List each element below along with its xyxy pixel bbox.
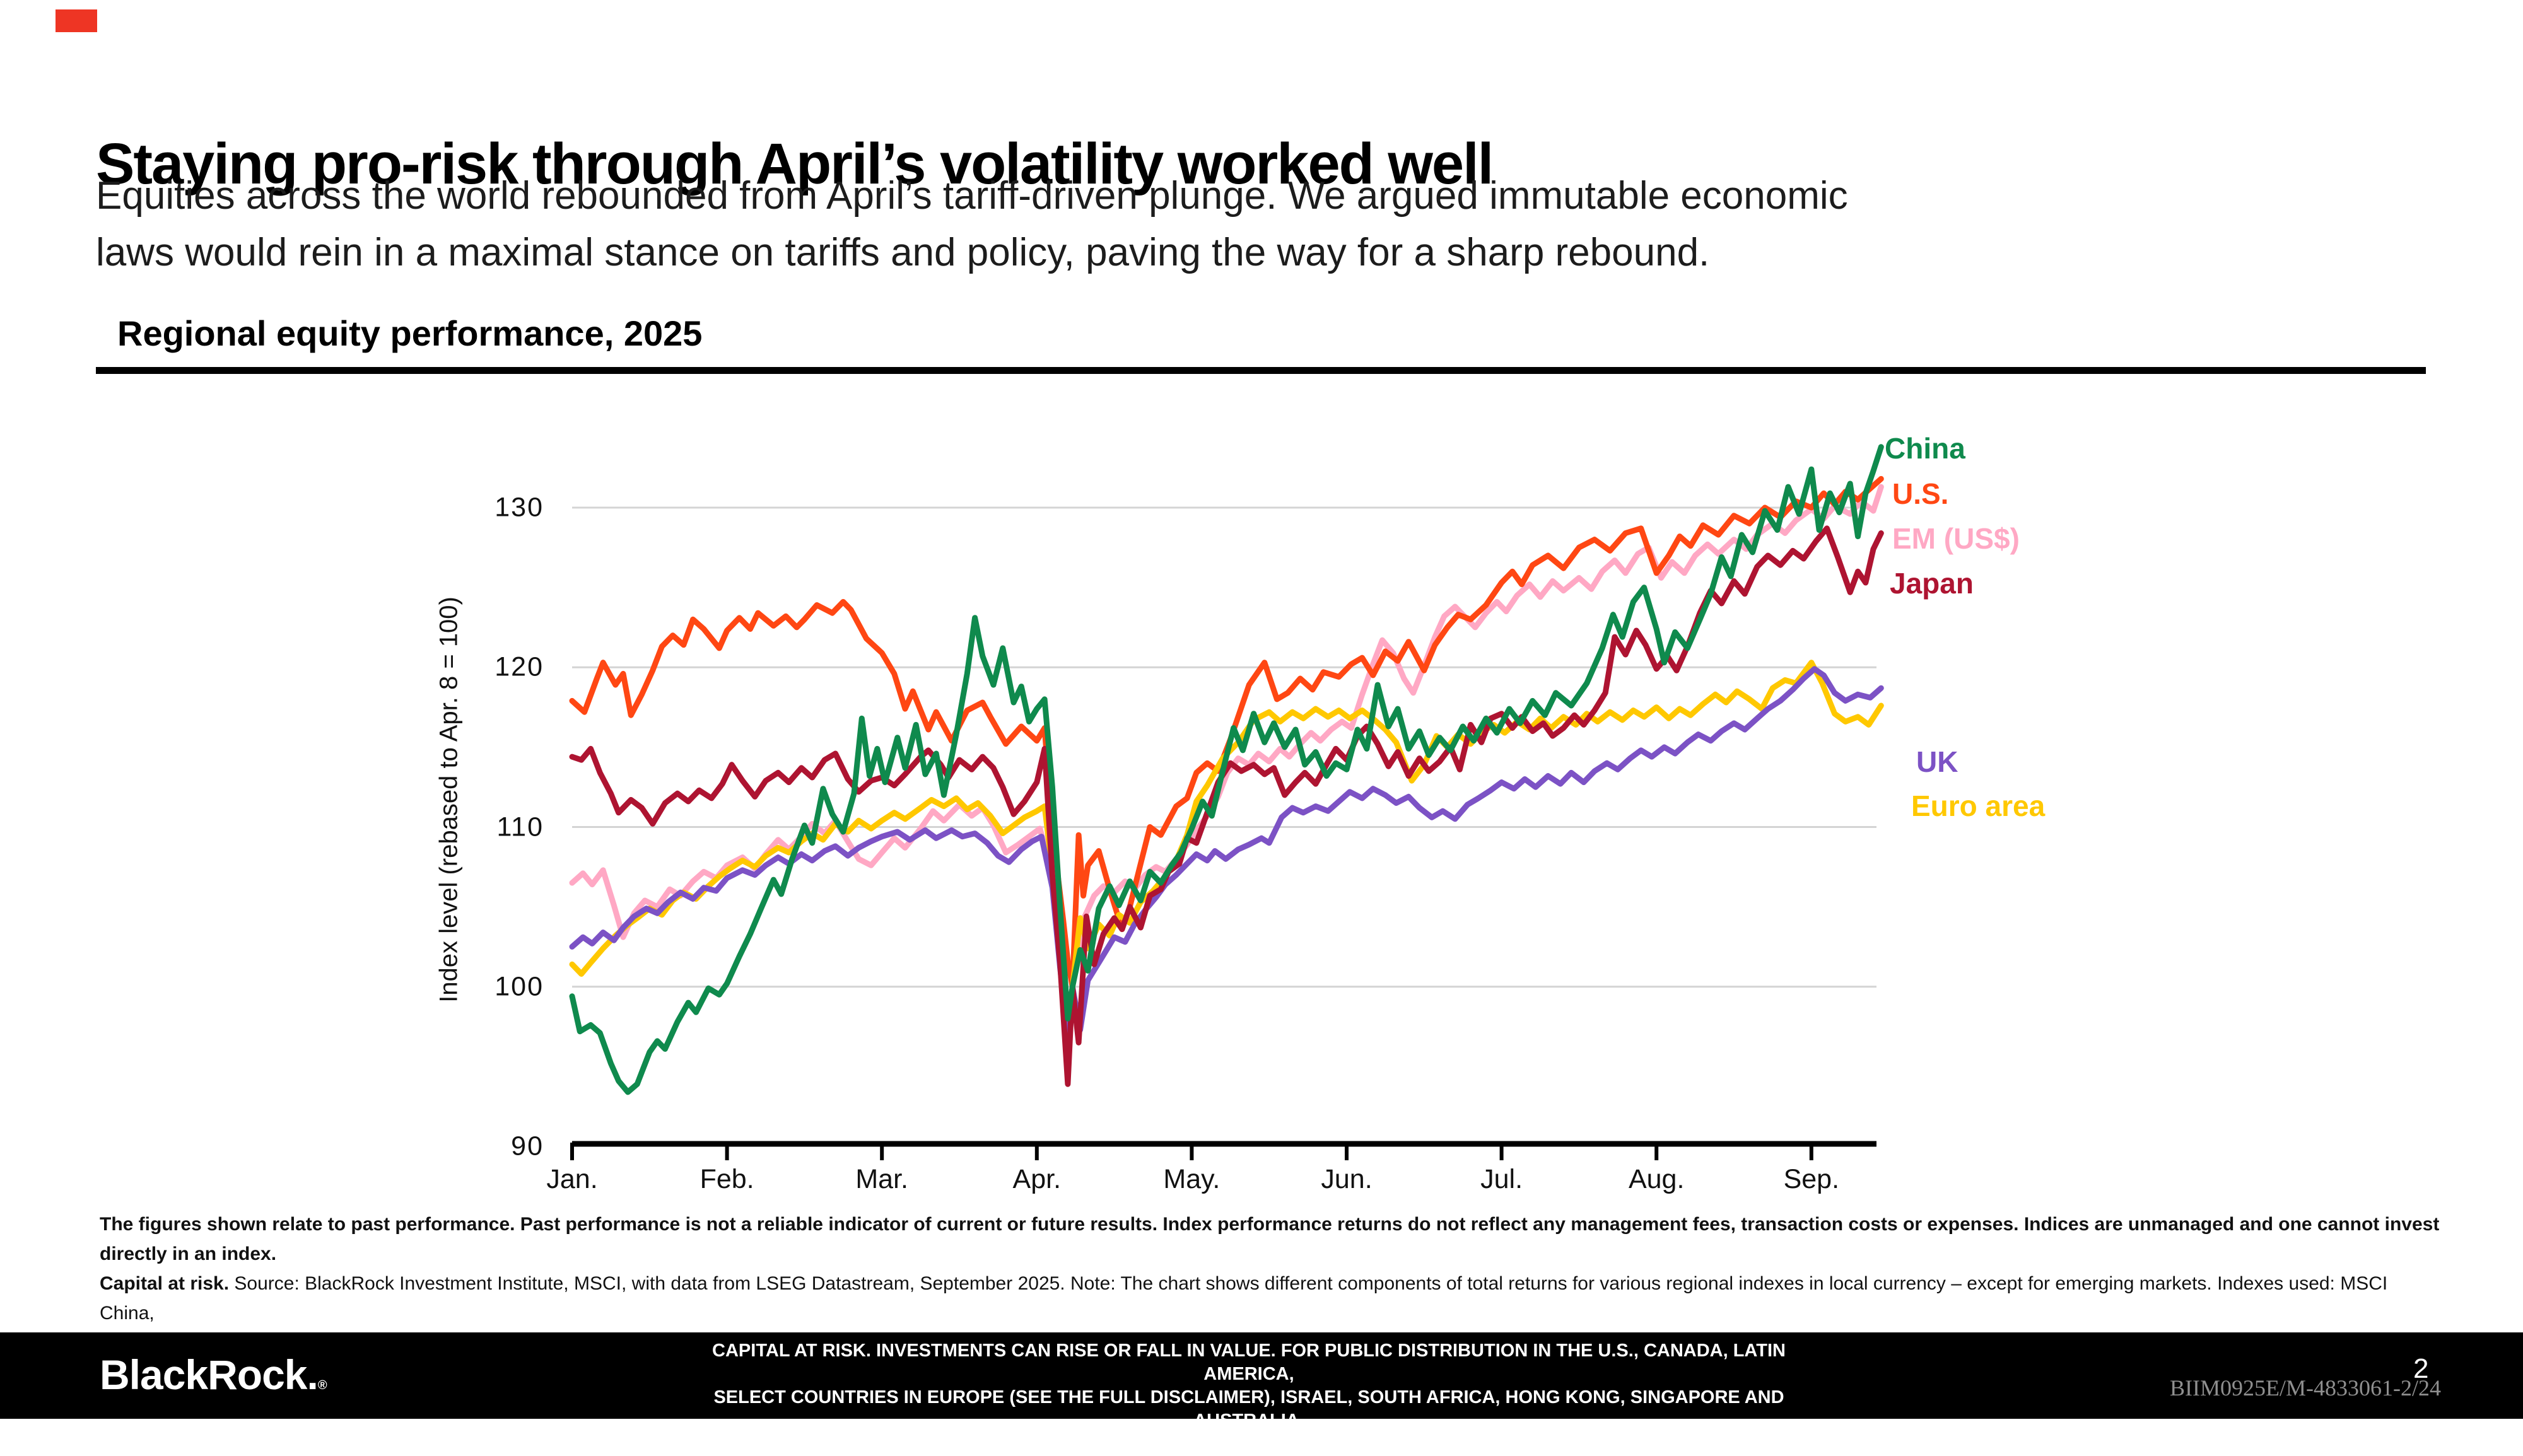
subtitle-line-2: laws would rein in a maximal stance on t…: [96, 231, 1710, 274]
x-tick-label-Jul: Jul.: [1480, 1164, 1523, 1194]
series-line-japan: [569, 525, 1884, 1087]
page-number: 2: [2413, 1353, 2429, 1384]
legend-label-em-us-: EM (US$): [1892, 522, 2020, 555]
blackrock-logo: BlackRock.®: [100, 1351, 327, 1398]
y-tick-label-120: 120: [495, 651, 544, 682]
heading-divider-rule: [96, 367, 2426, 374]
y-axis-tick-labels: 90 100 110 120 130: [0, 435, 544, 1167]
corner-accent-mark: [56, 9, 97, 32]
chart-title: Regional equity performance, 2025: [117, 313, 703, 353]
legend-label-japan: Japan: [1890, 567, 1974, 600]
disclaimer-line-3: FOR INSTITUTIONAL, PROFESSIONAL, AND QUA…: [724, 1434, 1774, 1454]
footer-disclaimer: CAPITAL AT RISK. INVESTMENTS CAN RISE OR…: [681, 1339, 1817, 1456]
slide-subtitle: Equities across the world rebounded from…: [96, 168, 1848, 281]
series-line-china: [569, 444, 1884, 1095]
legend-label-euro-area: Euro area: [1911, 789, 2046, 822]
x-tick-label-Feb: Feb.: [700, 1164, 754, 1194]
slide: { "slide": { "accent_color": "#ee3524", …: [0, 9, 2523, 1419]
x-tick-label-Jun: Jun.: [1321, 1164, 1373, 1194]
series-line-euro-area: [569, 660, 1884, 1049]
registered-mark-icon: ®: [317, 1378, 327, 1392]
y-tick-label-90: 90: [511, 1131, 544, 1162]
footnote-line-1: The figures shown relate to past perform…: [100, 1214, 2440, 1264]
page-title: Staying pro-risk through April’s volatil…: [96, 131, 1494, 196]
x-tick-label-Apr: Apr.: [1012, 1164, 1062, 1194]
x-tick-label-Mar: Mar.: [855, 1164, 909, 1194]
x-tick-label-Jan: Jan.: [546, 1164, 598, 1194]
disclaimer-line-2: SELECT COUNTRIES IN EUROPE (SEE THE FULL…: [713, 1387, 1784, 1431]
y-tick-label-130: 130: [495, 492, 544, 523]
line-chart: [568, 435, 1886, 1167]
x-tick-label-Aug: Aug.: [1628, 1164, 1685, 1194]
y-tick-label-100: 100: [495, 971, 544, 1002]
footnote-line-2: Capital at risk. Source: BlackRock Inves…: [100, 1273, 2388, 1324]
footnote: The figures shown relate to past perform…: [100, 1209, 2446, 1358]
line-chart-canvas: [569, 444, 1884, 1160]
document-code: BIIM0925E/M-4833061-2/24: [2170, 1375, 2441, 1401]
disclaimer-line-1: CAPITAL AT RISK. INVESTMENTS CAN RISE OR…: [712, 1341, 1786, 1384]
legend-label-u-s-: U.S.: [1892, 477, 1949, 510]
x-tick-label-May: May.: [1163, 1164, 1221, 1194]
legend-label-uk: UK: [1916, 745, 1958, 778]
x-tick-label-Sep: Sep.: [1783, 1164, 1840, 1194]
legend-label-china: China: [1885, 432, 1965, 465]
footer-bar: [0, 1332, 2523, 1419]
series-line-u-s-: [569, 475, 1884, 990]
y-tick-label-110: 110: [496, 812, 544, 842]
subtitle-line-1: Equities across the world rebounded from…: [96, 174, 1848, 218]
series-line-uk: [569, 666, 1884, 1039]
x-axis-tick-labels: Jan. Feb. Mar. Apr. May. Jun. Jul. Aug. Sep.: [546, 1164, 1892, 1202]
